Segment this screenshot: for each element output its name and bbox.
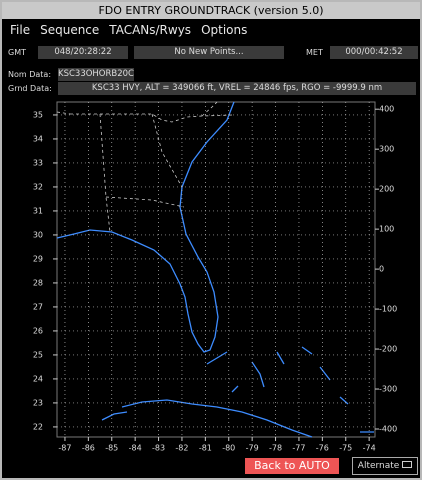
y-tick-label: 26	[33, 326, 43, 335]
x-tick-label: -79	[246, 444, 259, 453]
x-tick-label: -84	[129, 444, 142, 453]
x-tick-label: -75	[339, 444, 352, 453]
y-tick-label: 32	[33, 182, 43, 191]
y-tick-label: 31	[33, 206, 43, 215]
x-tick-label: -86	[82, 444, 95, 453]
y2-tick-label: -100	[379, 305, 397, 314]
y-tick-label: 30	[33, 230, 43, 239]
y-tick-label: 24	[33, 374, 43, 383]
gmt-field: 048/20:28:22	[38, 46, 128, 59]
title-bar: FDO ENTRY GROUNDTRACK (version 5.0)	[2, 2, 420, 19]
y-tick-label: 25	[33, 350, 43, 359]
y-tick-label: 29	[33, 254, 43, 263]
plot-frame	[56, 101, 376, 438]
state-borders	[56, 101, 233, 233]
y2-tick-label: 0	[379, 265, 384, 274]
nom-field: KSC33OHORB20C	[58, 68, 134, 81]
message-field: No New Points...	[134, 46, 284, 59]
x-tick-label: -83	[152, 444, 165, 453]
y2-tick-label: 200	[379, 185, 394, 194]
y2-tick-label: -300	[379, 385, 397, 394]
x-tick-label: -81	[199, 444, 212, 453]
gmt-label: GMT	[8, 48, 26, 57]
y2-tick-label: -400	[379, 425, 397, 434]
y-tick-label: 28	[33, 278, 43, 287]
y-tick-label: 27	[33, 302, 43, 311]
menu-item[interactable]: Sequence	[40, 23, 100, 37]
menu-item[interactable]: File	[10, 23, 31, 37]
y-tick-label: 23	[33, 398, 43, 407]
back-to-auto-button[interactable]: Back to AUTO	[245, 458, 339, 474]
grnd-field: KSC33 HVY, ALT = 349066 ft, VREL = 24846…	[58, 82, 416, 95]
x-tick-label: -82	[175, 444, 188, 453]
menu-bar: File Sequence TACANs/Rwys Options	[10, 23, 257, 37]
x-tick-label: -80	[222, 444, 235, 453]
menu-item[interactable]: TACANs/Rwys	[109, 23, 192, 37]
y-tick-label: 35	[33, 110, 43, 119]
y2-tick-label: 100	[379, 225, 394, 234]
x-tick-label: -77	[292, 444, 305, 453]
y2-tick-label: 400	[379, 105, 394, 114]
y-tick-label: 34	[33, 134, 43, 143]
coastline	[56, 101, 374, 438]
y2-tick-label: 300	[379, 145, 394, 154]
y-tick-label: 22	[33, 422, 43, 431]
nom-label: Nom Data:	[8, 70, 52, 79]
toggle-box	[402, 461, 413, 468]
alternate-toggle[interactable]: Alternate	[352, 457, 418, 475]
y2-tick-label: -200	[379, 345, 397, 354]
x-tick-label: -78	[269, 444, 282, 453]
alternate-label: Alternate	[357, 461, 400, 471]
x-tick-label: -85	[105, 444, 118, 453]
x-tick-label: -87	[58, 444, 71, 453]
x-tick-label: -76	[316, 444, 329, 453]
grnd-label: Grnd Data:	[8, 84, 52, 93]
menu-item[interactable]: Options	[201, 23, 248, 37]
met-field: 000/00:42:52	[330, 46, 418, 59]
x-tick-label: -74	[363, 444, 376, 453]
y-tick-label: 33	[33, 158, 43, 167]
met-label: MET	[306, 48, 323, 57]
